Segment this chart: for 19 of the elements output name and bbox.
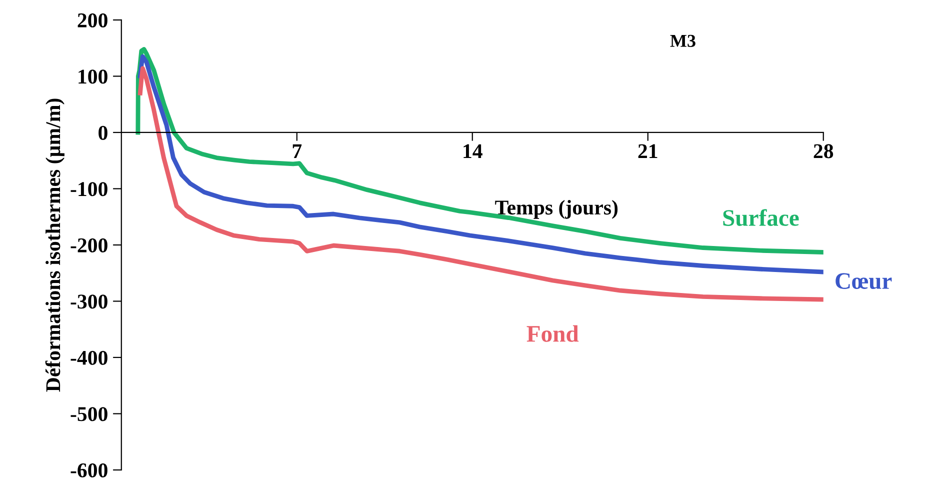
series-label: Surface	[723, 209, 799, 226]
y-tick-label: -500	[70, 407, 108, 422]
x-tick-label: 7	[292, 144, 302, 158]
y-axis-title: Déformations isothermes (µm/m)	[45, 98, 64, 392]
y-tick-label: -200	[70, 238, 108, 252]
series-label: Cœur	[836, 273, 892, 290]
x-tick-label: 14	[464, 144, 482, 158]
y-tick-label: 100	[78, 70, 108, 84]
text: M3	[670, 34, 696, 47]
y-tick-label: 200	[78, 13, 108, 28]
x-axis-title: Temps (jours)	[495, 200, 618, 219]
y-tick-label: -100	[70, 182, 108, 196]
y-tick-label: -300	[70, 294, 108, 309]
x-tick-label: 28	[814, 144, 834, 158]
y-tick-label: -600	[70, 463, 108, 478]
x-tick-label: 21	[638, 144, 658, 158]
y-tick-label: 0	[98, 126, 108, 140]
y-tick-label: -400	[70, 350, 108, 365]
series-label: Fond	[526, 325, 579, 342]
